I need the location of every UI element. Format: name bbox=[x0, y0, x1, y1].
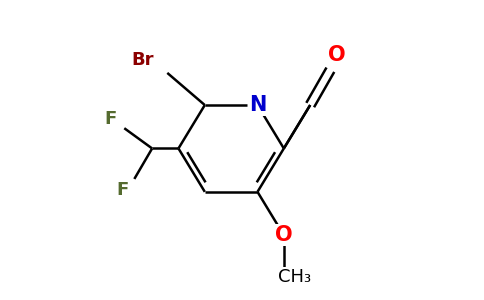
Text: N: N bbox=[249, 95, 266, 115]
Text: F: F bbox=[104, 110, 116, 128]
Text: CH₃: CH₃ bbox=[278, 268, 311, 286]
Text: Br: Br bbox=[132, 51, 154, 69]
Text: F: F bbox=[117, 181, 129, 199]
Text: O: O bbox=[328, 46, 346, 65]
Text: O: O bbox=[275, 225, 293, 245]
